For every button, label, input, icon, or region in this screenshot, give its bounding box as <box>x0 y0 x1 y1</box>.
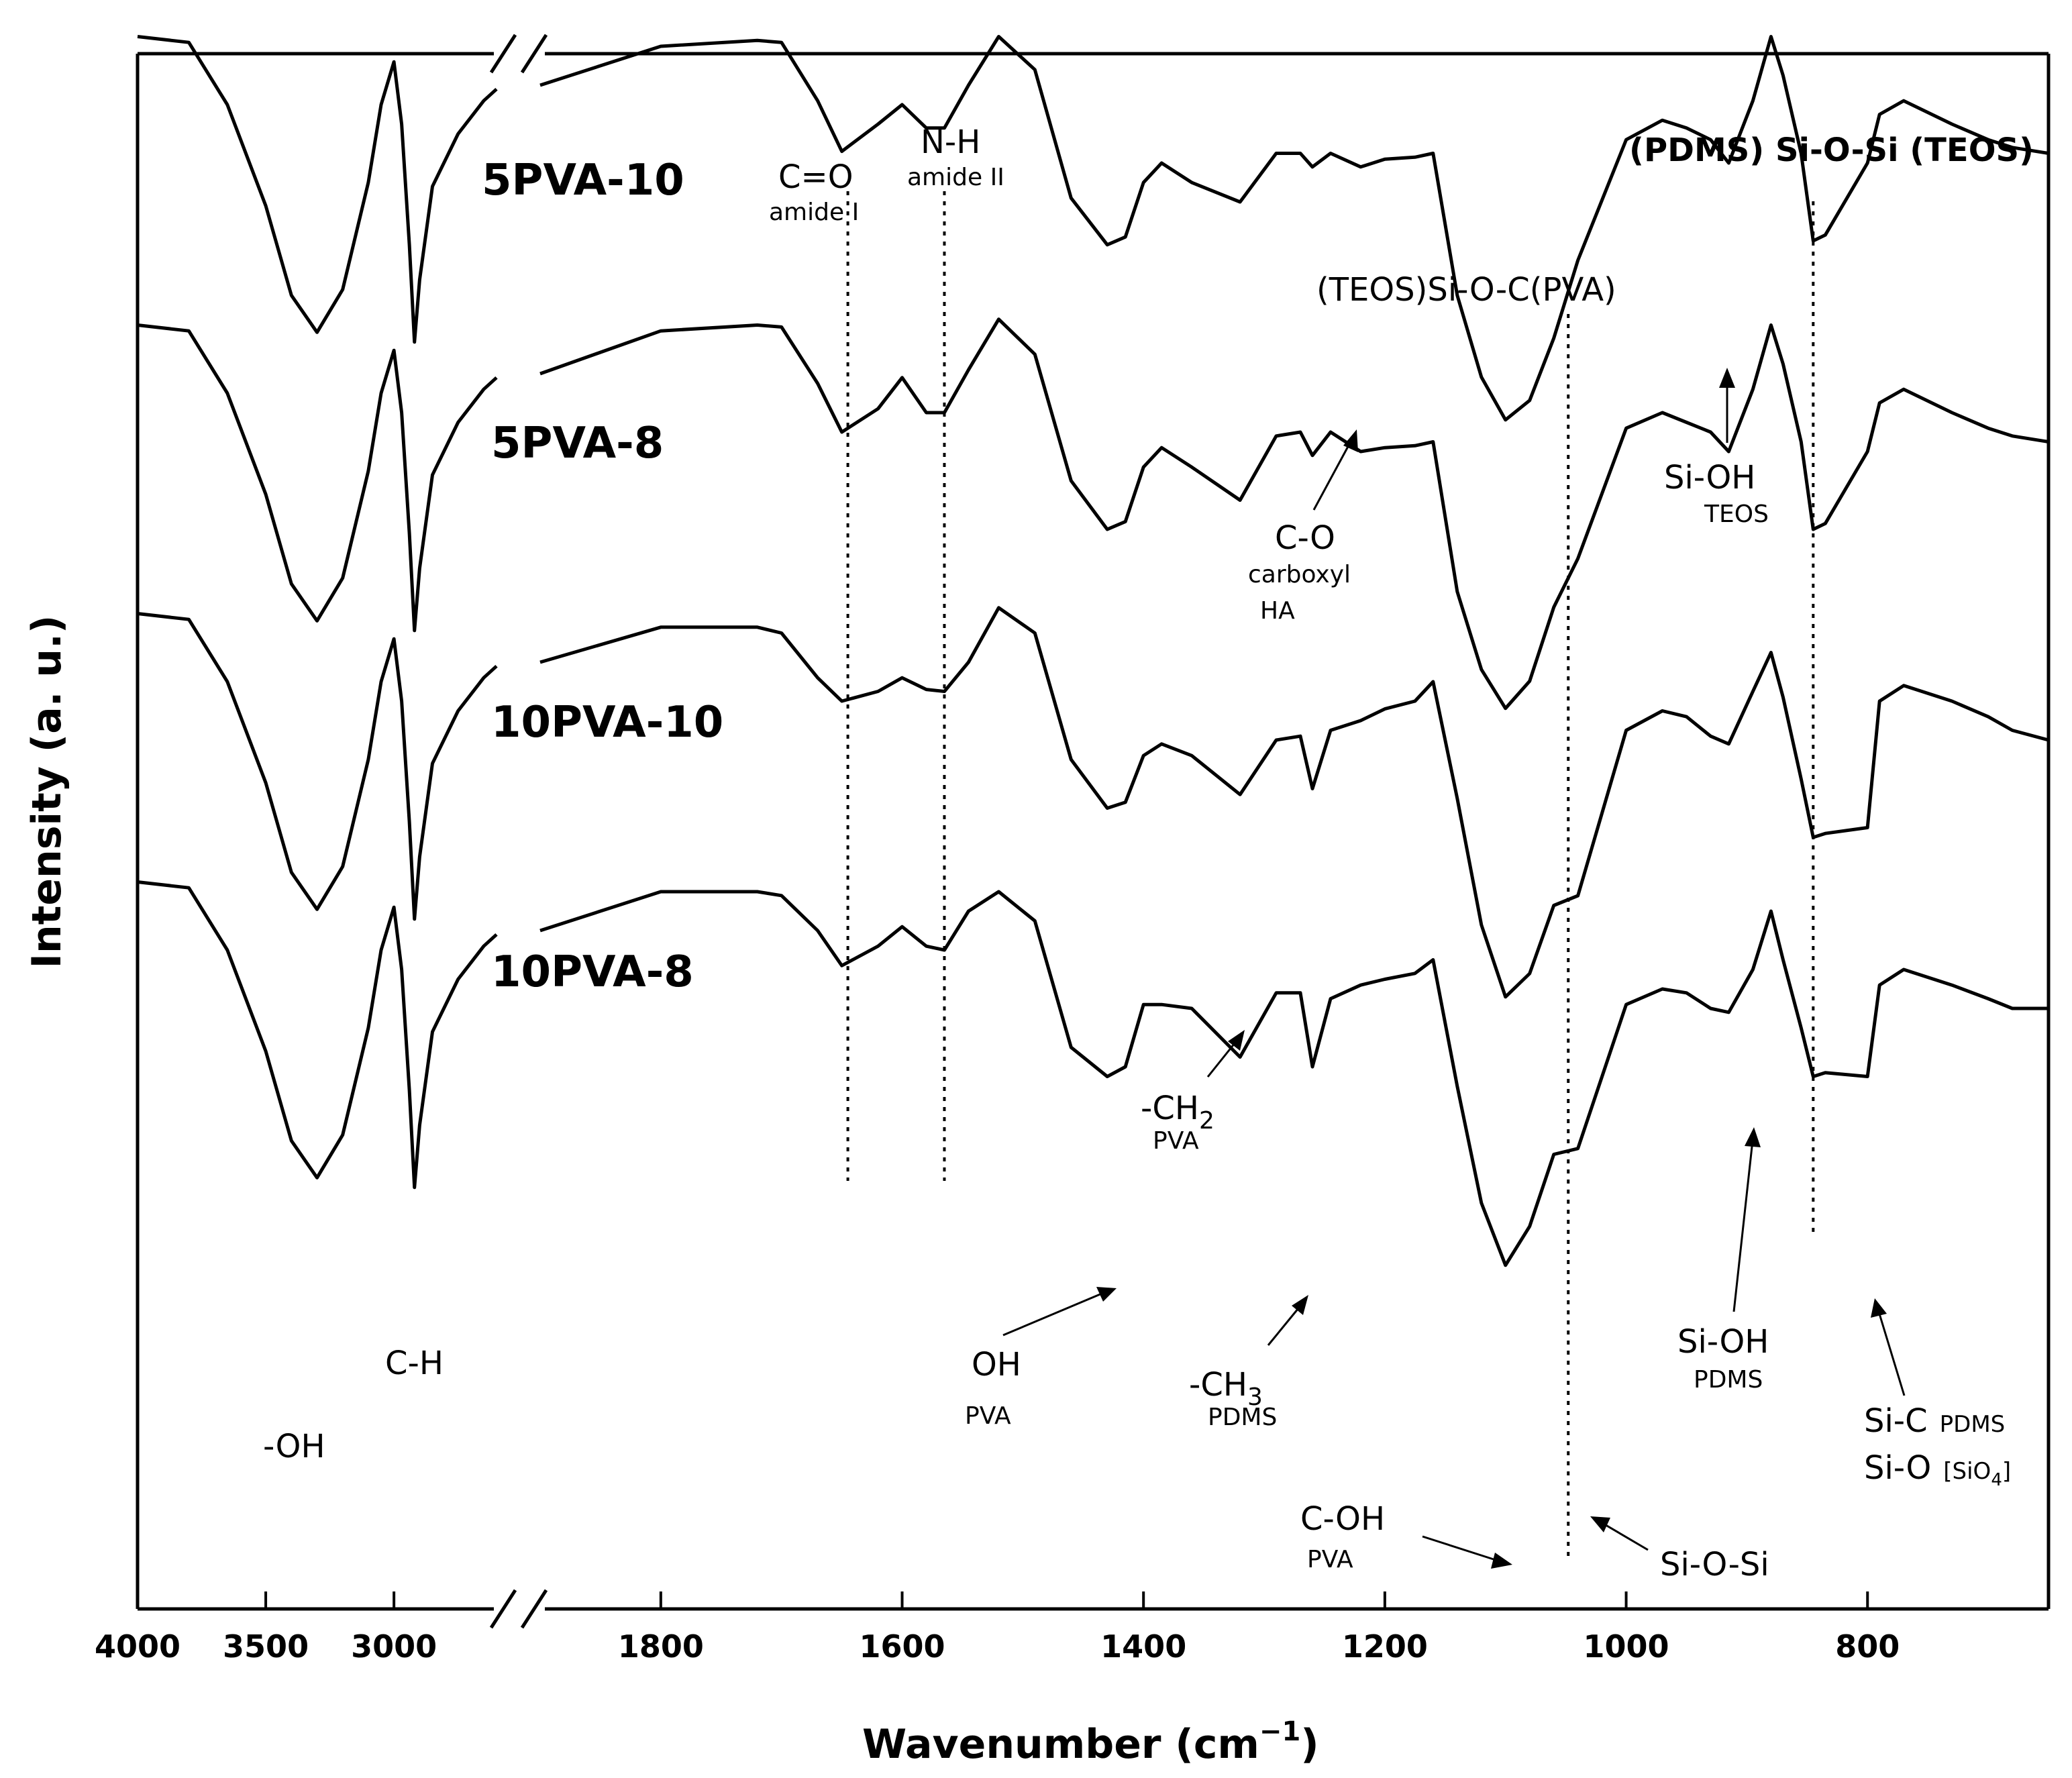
x-tick-labels: 4000 3500 3000 1800 1600 1400 1200 1000 800 <box>95 1628 1900 1665</box>
x-axis-title: Wavenumber (cm−1) <box>862 1716 1319 1768</box>
x-tick-label-1400: 1400 <box>1100 1628 1186 1665</box>
arrowhead-ch3 <box>1292 1295 1308 1315</box>
arrow-si-oh-pdms <box>1732 1140 1754 1312</box>
break-mark-bottom-1 <box>489 1589 517 1629</box>
ann-amide-ii: amide II <box>907 164 1004 191</box>
x-tick-label-1200: 1200 <box>1342 1628 1428 1665</box>
arrow-c-o <box>1312 442 1351 511</box>
x-tick-label-1000: 1000 <box>1584 1628 1669 1665</box>
annotations: C=O amide I N-H amide II (PDMS) Si-O-Si … <box>263 123 2034 1583</box>
x-tick-label-3000: 3000 <box>351 1628 437 1665</box>
arrow-oh-pva <box>1002 1292 1102 1337</box>
series-label-10pva-8: 10PVA-8 <box>491 947 694 997</box>
series-line-5pva-10-high <box>137 35 498 344</box>
break-mark-bottom-2 <box>520 1589 548 1629</box>
break-mark-top-2 <box>520 34 548 74</box>
plot-frame <box>136 34 2051 1629</box>
series-label-5pva-8: 5PVA-8 <box>491 419 664 468</box>
ann-si-o-si-pdms-teos: (PDMS) Si-O-Si (TEOS) <box>1629 132 2034 169</box>
x-tick-label-800: 800 <box>1835 1628 1900 1665</box>
y-axis-title: Intensity (a. u.) <box>23 615 70 969</box>
series-label-5pva-10: 5PVA-10 <box>482 156 684 205</box>
arrow-si-o-si <box>1602 1522 1649 1551</box>
arrow-ch3 <box>1267 1308 1300 1346</box>
x-ticks <box>136 1591 1869 1609</box>
x-tick-label-1800: 1800 <box>618 1628 704 1665</box>
series-line-5pva-8-low <box>539 317 2049 711</box>
ann-c-o-carboxyl: C-O <box>1275 519 1335 557</box>
series-line-5pva-8-high <box>137 323 498 633</box>
arrowhead-c-oh <box>1491 1553 1512 1569</box>
ann-oh-pva: OH <box>972 1346 1021 1383</box>
ann-si-oh-pdms: Si-OH <box>1677 1323 1769 1361</box>
arrowhead-si-c <box>1871 1298 1887 1318</box>
ann-si-oh-teos: Si-OH <box>1664 459 1755 496</box>
arrowhead-c-o <box>1343 429 1358 452</box>
series-label-10pva-10: 10PVA-10 <box>491 698 723 747</box>
series-line-5pva-10-low <box>539 35 2049 422</box>
ann-ch3: -CH3 <box>1189 1366 1263 1411</box>
ann-n-h: N-H <box>921 123 980 161</box>
ann-si-oh-pdms-sub: PDMS <box>1694 1366 1763 1394</box>
series-line-10pva-10-high <box>137 612 498 921</box>
arrowhead-ch2 <box>1228 1030 1245 1051</box>
arrow-c-oh <box>1422 1535 1498 1562</box>
break-mark-top-1 <box>489 34 517 74</box>
x-tick-label-4000: 4000 <box>95 1628 180 1665</box>
ann-si-c: Si-C PDMS <box>1864 1402 2005 1440</box>
reference-lines <box>846 191 1815 1560</box>
arrowhead-si-oh-teos <box>1719 368 1735 388</box>
x-tick-label-3500: 3500 <box>223 1628 309 1665</box>
arrowhead-oh-pva <box>1096 1287 1117 1302</box>
ann-c-oh-pva: PVA <box>1307 1546 1353 1573</box>
ann-si-o: Si-O [SiO4] <box>1864 1449 2011 1490</box>
ann-oh-pva-sub: PVA <box>965 1402 1011 1430</box>
ann-oh: -OH <box>263 1428 325 1465</box>
ann-ch2: -CH2 <box>1141 1090 1214 1135</box>
series-lines <box>137 35 2049 1267</box>
ann-teos-si-o-c-pva: (TEOS)Si-O-C(PVA) <box>1316 271 1616 309</box>
series-line-10pva-8-high <box>137 880 498 1190</box>
ann-c-h: C-H <box>385 1345 444 1382</box>
ann-c-o-amide: C=O <box>778 158 853 196</box>
ann-carboxyl: carboxyl <box>1248 561 1351 588</box>
series-line-10pva-8-low <box>539 890 2049 1267</box>
ann-teos-sub: TEOS <box>1704 501 1769 528</box>
ann-amide-i: amide I <box>769 199 859 226</box>
arrowhead-si-oh-pdms <box>1745 1127 1761 1147</box>
series-line-10pva-10-low <box>539 606 2049 999</box>
ann-c-oh: C-OH <box>1300 1500 1385 1538</box>
x-tick-label-1600: 1600 <box>860 1628 945 1665</box>
arrowhead-si-o-si <box>1590 1516 1610 1532</box>
ann-ch3-pdms: PDMS <box>1208 1404 1277 1431</box>
arrow-si-c <box>1877 1311 1906 1396</box>
ann-ha: HA <box>1260 597 1295 625</box>
arrow-ch2 <box>1206 1043 1236 1078</box>
ann-si-o-si: Si-O-Si <box>1660 1546 1769 1583</box>
ann-ch2-pva: PVA <box>1153 1127 1199 1155</box>
